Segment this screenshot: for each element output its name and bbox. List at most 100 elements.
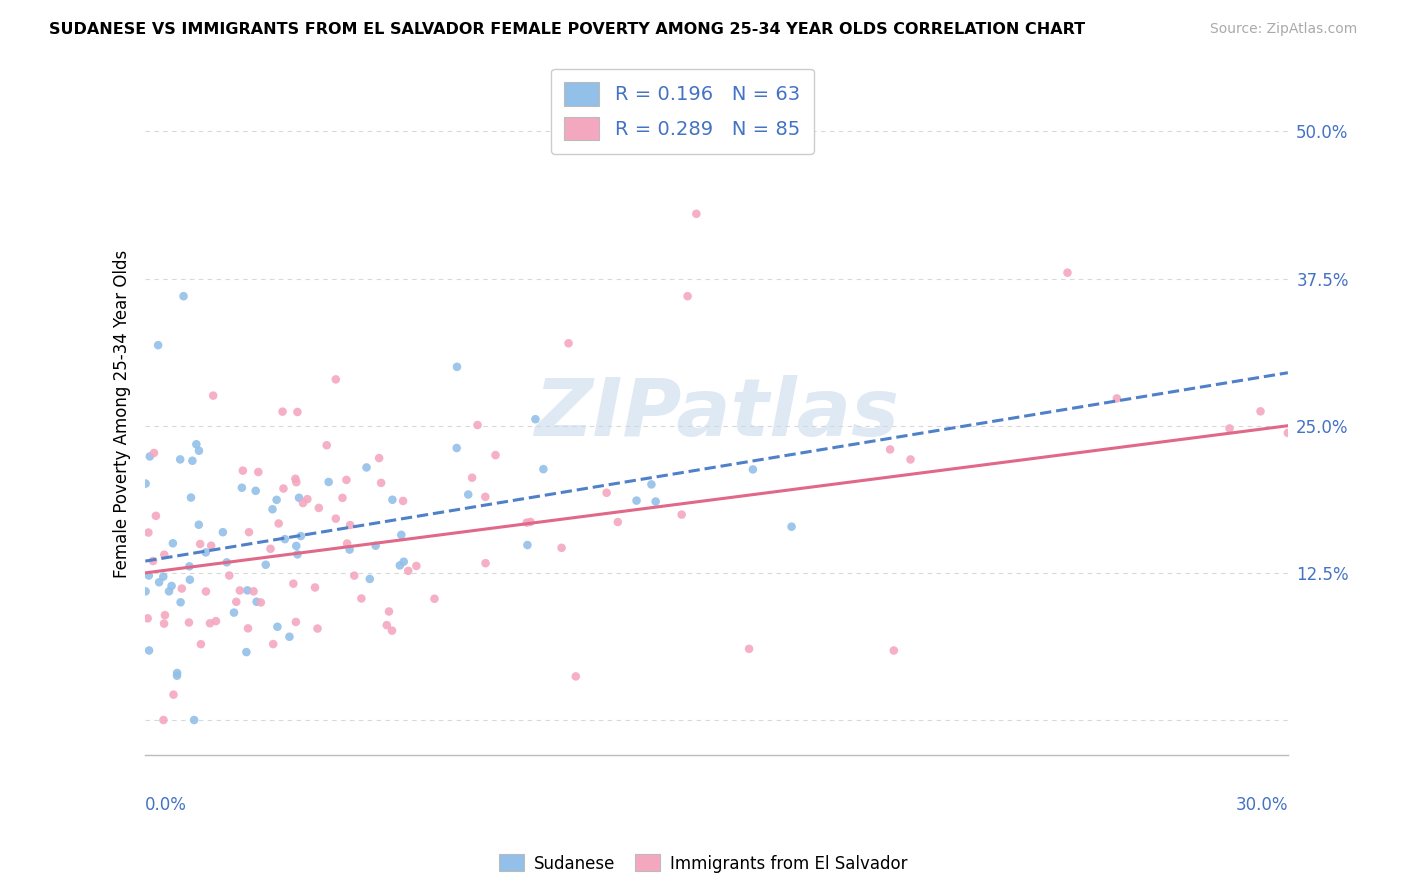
Point: [676, 289, 699, 303]
Point: [242, 584, 264, 599]
Point: [318, 475, 340, 489]
Point: [160, 579, 183, 593]
Point: [200, 539, 222, 553]
Point: [1277, 425, 1299, 440]
Point: [595, 485, 617, 500]
Text: 30.0%: 30.0%: [1236, 797, 1288, 814]
Point: [287, 405, 309, 419]
Point: [388, 558, 411, 573]
Point: [247, 465, 270, 479]
Point: [179, 559, 201, 574]
Point: [135, 584, 157, 599]
Point: [138, 525, 160, 540]
Point: [900, 452, 922, 467]
Point: [565, 669, 588, 683]
Point: [883, 643, 905, 657]
Point: [446, 359, 468, 374]
Point: [557, 336, 579, 351]
Point: [183, 713, 205, 727]
Point: [780, 519, 803, 533]
Point: [284, 472, 307, 486]
Point: [375, 618, 398, 632]
Point: [273, 482, 295, 496]
Point: [368, 451, 391, 466]
Point: [152, 569, 174, 583]
Point: [364, 539, 387, 553]
Point: [262, 502, 284, 516]
Point: [271, 404, 294, 418]
Point: [370, 475, 392, 490]
Point: [181, 454, 204, 468]
Point: [315, 438, 337, 452]
Point: [202, 388, 225, 402]
Point: [356, 460, 378, 475]
Point: [177, 615, 200, 630]
Text: Source: ZipAtlas.com: Source: ZipAtlas.com: [1209, 22, 1357, 37]
Point: [218, 568, 240, 582]
Point: [304, 581, 326, 595]
Point: [136, 611, 159, 625]
Point: [671, 508, 693, 522]
Point: [194, 584, 217, 599]
Point: [332, 491, 354, 505]
Y-axis label: Female Poverty Among 25-34 Year Olds: Female Poverty Among 25-34 Year Olds: [114, 250, 131, 578]
Point: [232, 464, 254, 478]
Point: [285, 539, 308, 553]
Point: [274, 532, 297, 546]
Legend: Sudanese, Immigrants from El Salvador: Sudanese, Immigrants from El Salvador: [492, 847, 914, 880]
Point: [626, 493, 648, 508]
Point: [225, 595, 247, 609]
Point: [135, 476, 157, 491]
Point: [741, 462, 763, 476]
Point: [231, 481, 253, 495]
Point: [169, 452, 191, 467]
Point: [474, 556, 496, 570]
Point: [188, 537, 211, 551]
Point: [1105, 392, 1128, 406]
Point: [138, 643, 160, 657]
Text: ZIPatlas: ZIPatlas: [534, 375, 898, 453]
Point: [405, 558, 427, 573]
Point: [186, 437, 208, 451]
Point: [229, 583, 252, 598]
Point: [205, 614, 228, 628]
Point: [1056, 266, 1078, 280]
Point: [339, 542, 361, 557]
Point: [157, 584, 180, 599]
Point: [381, 492, 404, 507]
Legend: R = 0.196   N = 63, R = 0.289   N = 85: R = 0.196 N = 63, R = 0.289 N = 85: [551, 69, 814, 154]
Point: [350, 591, 373, 606]
Point: [389, 528, 412, 542]
Point: [166, 665, 188, 680]
Point: [297, 492, 319, 507]
Point: [606, 515, 628, 529]
Point: [152, 713, 174, 727]
Point: [1218, 421, 1240, 435]
Point: [457, 487, 479, 501]
Point: [290, 529, 312, 543]
Point: [285, 475, 308, 490]
Point: [291, 496, 314, 510]
Point: [287, 547, 309, 561]
Point: [381, 624, 404, 638]
Point: [236, 621, 259, 635]
Text: 0.0%: 0.0%: [145, 797, 187, 814]
Point: [339, 518, 361, 533]
Point: [474, 490, 496, 504]
Point: [222, 606, 245, 620]
Point: [461, 471, 484, 485]
Point: [236, 583, 259, 598]
Point: [190, 637, 212, 651]
Point: [198, 616, 221, 631]
Point: [254, 558, 277, 572]
Point: [288, 491, 311, 505]
Point: [246, 595, 269, 609]
Point: [153, 616, 176, 631]
Point: [336, 536, 359, 550]
Point: [266, 620, 288, 634]
Point: [531, 462, 554, 476]
Point: [278, 630, 301, 644]
Point: [423, 591, 446, 606]
Point: [145, 508, 167, 523]
Point: [194, 545, 217, 559]
